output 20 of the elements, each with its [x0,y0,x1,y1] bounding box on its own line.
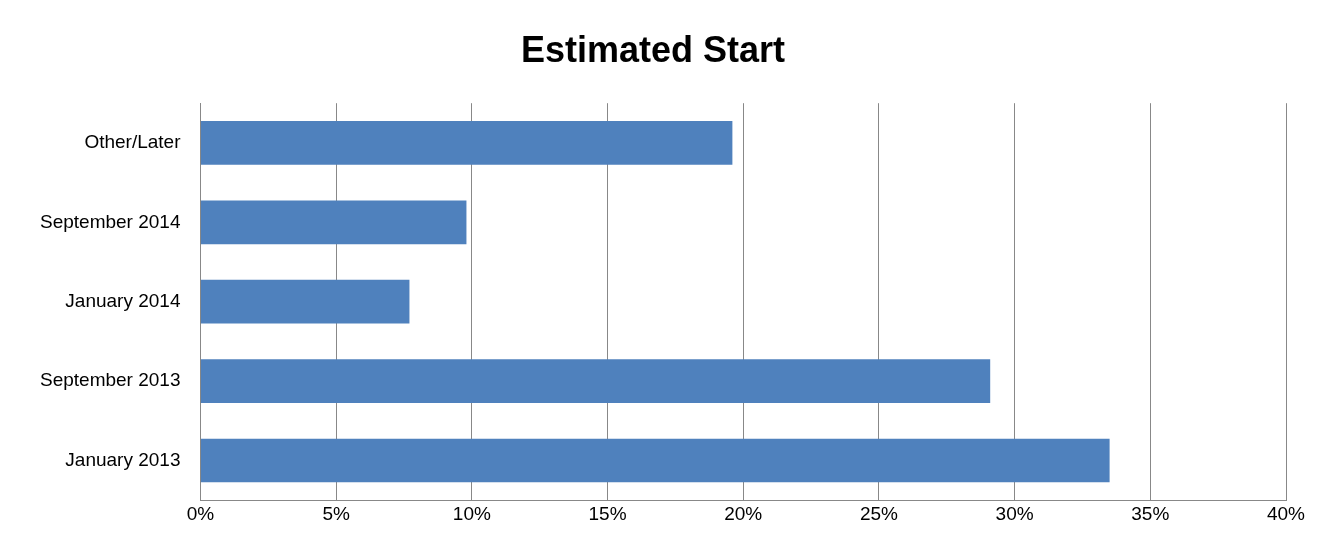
x-tick-label: 20% [724,502,763,524]
x-tick-label: 0% [186,502,215,524]
chart-title: Estimated Start [520,28,786,70]
y-tick-label: January 2013 [65,448,181,470]
x-tick-label: 25% [859,502,899,524]
x-tick-label: 5% [322,502,351,524]
bar [200,200,467,245]
x-tick-label: 40% [1266,502,1306,524]
x-tick-label: 35% [1131,502,1170,524]
bar [200,121,733,165]
y-tick-label: September 2014 [39,210,181,232]
bar [200,359,991,403]
x-tick-label: 30% [995,502,1034,524]
y-tick-label: January 2014 [65,289,181,311]
bar [200,438,1110,483]
bar [200,279,410,324]
x-tick-label: 10% [452,502,491,524]
y-tick-label: Other/Later [84,131,182,153]
x-tick-label: 15% [588,502,627,524]
y-tick-label: September 2013 [39,369,181,391]
